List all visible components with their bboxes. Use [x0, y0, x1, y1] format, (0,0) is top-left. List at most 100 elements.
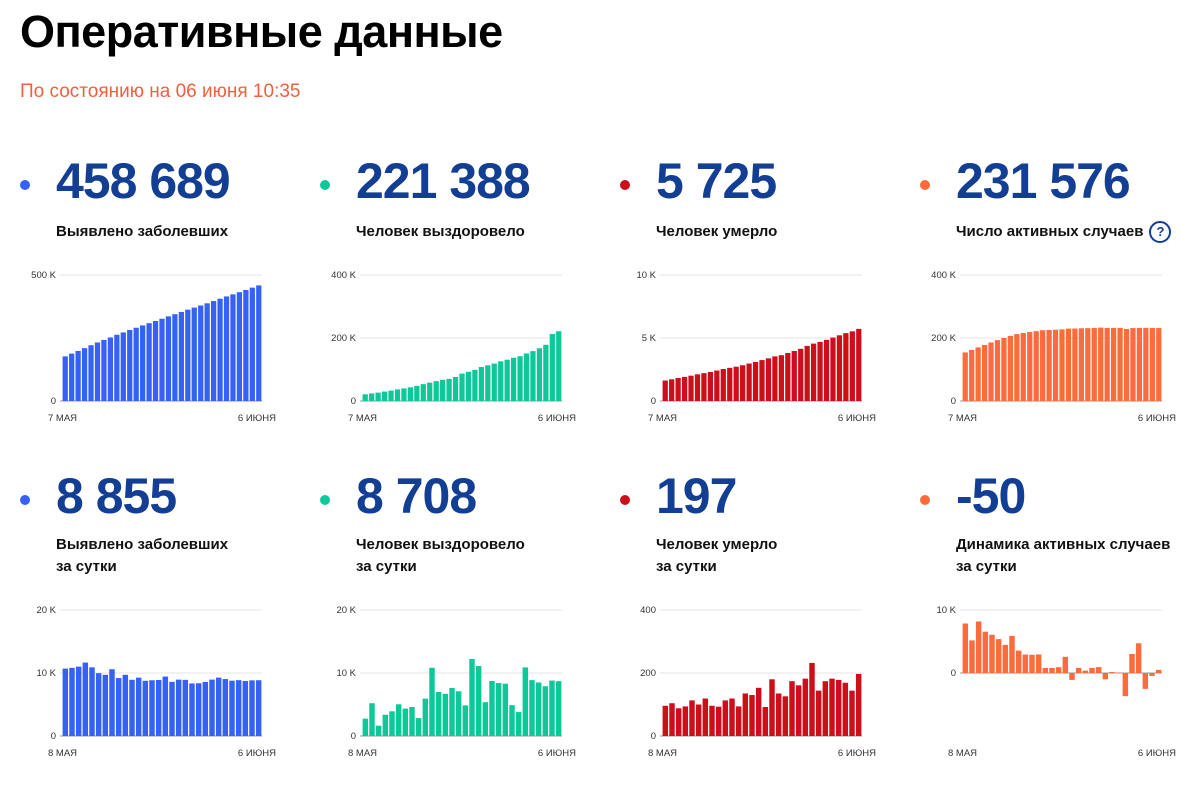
bar: [772, 356, 778, 401]
bar: [369, 703, 375, 736]
x-tick-label: 7 МАЯ: [948, 413, 977, 424]
bar: [1136, 327, 1143, 401]
bar: [843, 333, 849, 401]
y-tick-label: 5 K: [642, 333, 657, 344]
bar: [1029, 654, 1035, 673]
card-active-daily: -50 Динамика активных случаев за сутки 0…: [900, 460, 1200, 790]
bar: [755, 687, 762, 736]
y-tick-label: 20 K: [36, 605, 56, 616]
bar: [510, 357, 517, 401]
bar: [159, 318, 165, 401]
bar: [442, 693, 449, 736]
bar: [742, 693, 749, 736]
bar: [217, 298, 223, 401]
bar: [809, 662, 815, 736]
y-tick-label: 400 K: [931, 270, 956, 281]
bar: [720, 369, 726, 401]
chart-daily-recovered: 0 10 K 20 K 8 МАЯ 6 ИЮНЯ: [336, 605, 576, 759]
bar: [101, 339, 107, 401]
stat-label: Выявлено заболевших за сутки: [56, 534, 228, 578]
bar: [1059, 329, 1065, 401]
x-tick-label: 6 ИЮНЯ: [238, 413, 276, 424]
bar: [822, 681, 829, 736]
x-tick-label: 7 МАЯ: [648, 413, 677, 424]
bar: [1104, 327, 1110, 401]
x-tick-label: 6 ИЮНЯ: [838, 748, 876, 759]
bar: [142, 680, 149, 736]
card-detected-daily: 8 855 Выявлено заболевших за сутки 0 10 K…: [0, 460, 300, 790]
bar: [727, 367, 733, 401]
label-line1: Человек умерло: [656, 223, 778, 240]
bar: [802, 678, 809, 736]
bar: [120, 332, 126, 401]
bar: [69, 667, 75, 736]
stat-value: 458 689: [56, 153, 231, 209]
bar: [1069, 673, 1075, 680]
x-tick-label: 8 МАЯ: [348, 748, 377, 759]
bar: [230, 294, 236, 401]
bar: [127, 329, 133, 401]
bar: [982, 631, 989, 673]
bar: [114, 334, 120, 401]
bar: [502, 683, 509, 736]
chart-total-deaths: 0 5 K 10 K 7 МАЯ 6 ИЮНЯ: [636, 270, 876, 424]
bar: [155, 679, 162, 736]
dot-icon: [620, 180, 630, 190]
bar: [407, 387, 414, 401]
y-tick-label: 200: [640, 668, 656, 679]
bar: [249, 287, 255, 401]
page-subtitle: По состоянию на 06 июня 10:35: [20, 81, 301, 102]
bar: [122, 674, 129, 736]
y-tick-label: 0: [51, 396, 56, 407]
bar: [215, 677, 222, 736]
bar: [1149, 327, 1155, 401]
bar: [388, 390, 394, 401]
bar: [1078, 328, 1084, 401]
bar: [1122, 673, 1129, 697]
chart-total-recovered: 0 200 K 400 K 7 МАЯ 6 ИЮНЯ: [331, 270, 576, 424]
bar: [223, 296, 230, 401]
bar: [489, 680, 495, 736]
bar: [1027, 332, 1033, 401]
bar: [94, 342, 101, 401]
bar: [689, 700, 695, 736]
bar: [89, 667, 95, 736]
bar: [975, 621, 982, 673]
bar: [1115, 672, 1122, 674]
bar: [662, 380, 668, 401]
bar: [1002, 644, 1009, 673]
card-detected: 458 689 Выявлено заболевших 0 500 K 7 МАЯ 6…: [0, 140, 300, 470]
stat-label: Человек умерло: [656, 221, 777, 243]
label-line2: за сутки: [56, 558, 117, 575]
bar: [435, 691, 442, 736]
dot-icon: [20, 180, 30, 190]
bar: [498, 361, 504, 401]
bar: [542, 686, 549, 736]
bar: [1095, 667, 1102, 673]
bar: [75, 666, 82, 736]
bar: [523, 353, 530, 401]
bar: [543, 344, 549, 401]
label-line1: Выявлено заболевших: [56, 223, 229, 240]
bar: [475, 666, 482, 736]
help-icon[interactable]: ?: [1149, 221, 1172, 244]
bar: [729, 698, 735, 736]
bar: [462, 705, 469, 736]
label-line1: Человек выздоровело: [356, 223, 525, 240]
bar: [842, 682, 849, 736]
bar: [849, 331, 855, 401]
bar: [835, 679, 842, 736]
bar: [1129, 653, 1135, 673]
bar: [1091, 327, 1097, 401]
bar: [82, 662, 89, 736]
bar: [749, 695, 755, 736]
label-line2: за сутки: [356, 558, 417, 575]
bar: [409, 707, 415, 736]
bar: [759, 360, 765, 401]
bar: [485, 365, 491, 401]
bar: [191, 307, 197, 401]
x-tick-label: 6 ИЮНЯ: [538, 413, 576, 424]
bar: [515, 712, 522, 736]
bar: [1001, 337, 1007, 401]
bar: [152, 320, 159, 401]
